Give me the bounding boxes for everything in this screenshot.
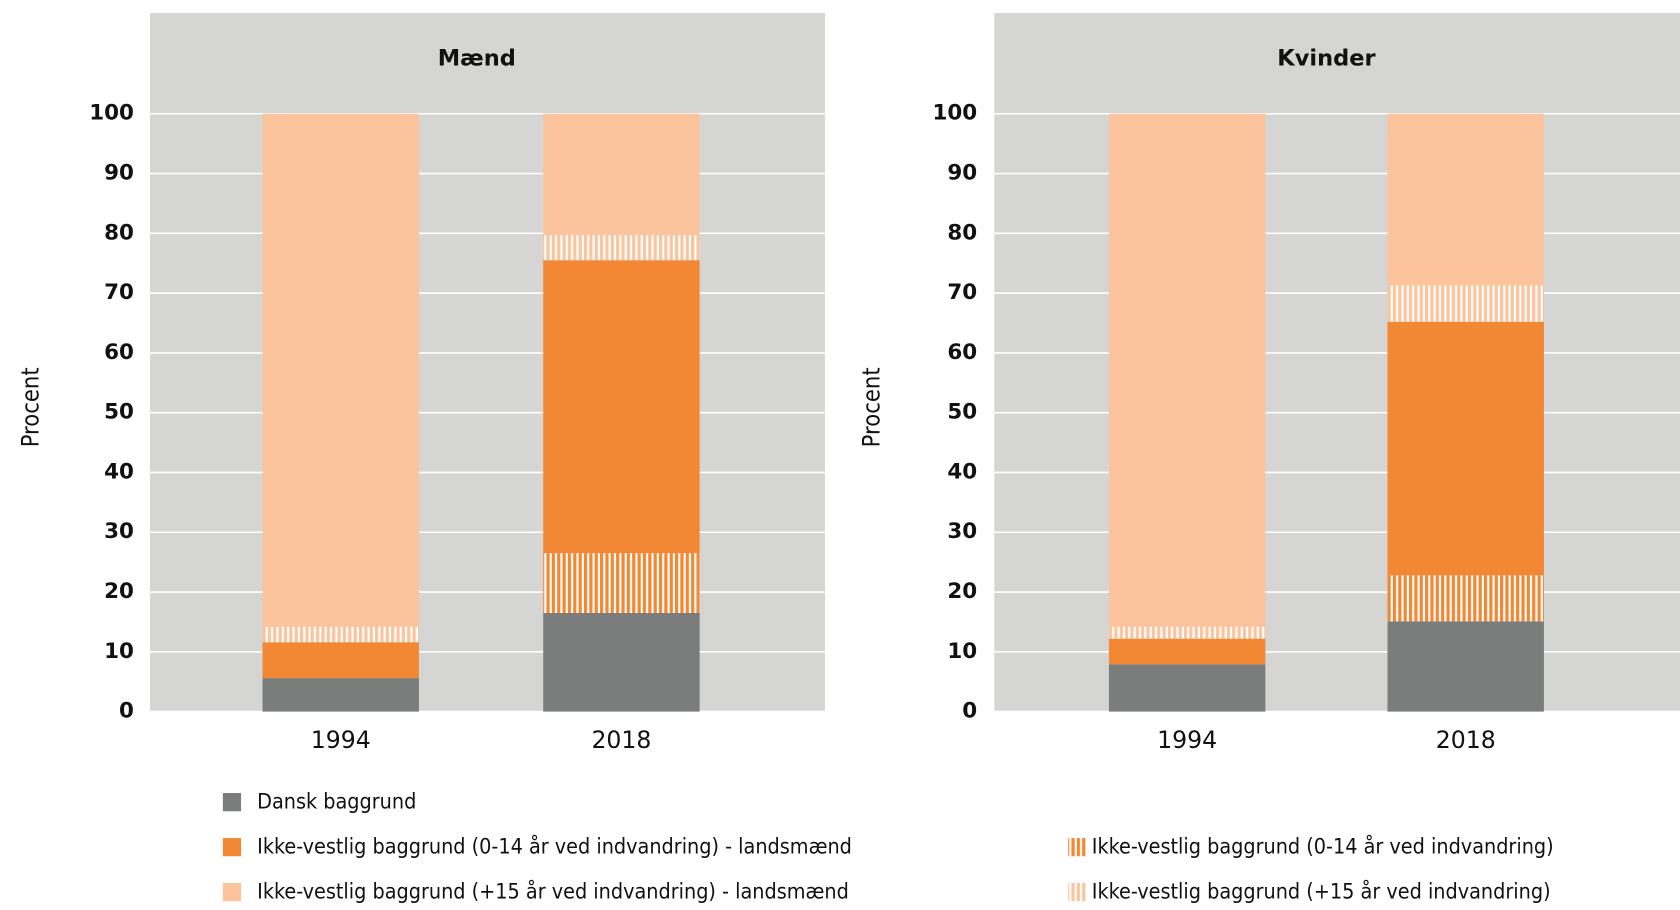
bar-segment xyxy=(1108,638,1266,665)
bar-segment xyxy=(1387,321,1544,576)
legend-swatch xyxy=(1068,838,1087,857)
chart-title: Kvinder xyxy=(1277,46,1376,72)
y-tick-label: 90 xyxy=(947,161,977,186)
y-tick-label: 40 xyxy=(104,459,134,484)
y-tick-label: 0 xyxy=(119,699,134,724)
y-tick-label: 10 xyxy=(947,639,977,664)
bar-segment xyxy=(543,612,700,712)
y-tick-label: 20 xyxy=(947,579,977,604)
legend-swatch xyxy=(222,793,242,812)
y-tick-label: 50 xyxy=(104,400,134,425)
bar-segment xyxy=(1387,285,1544,322)
y-axis-label: Procent xyxy=(858,367,886,447)
x-tick-label: 1994 xyxy=(1157,726,1217,754)
y-tick-label: 60 xyxy=(947,340,977,365)
bar-segment xyxy=(1108,113,1266,627)
y-tick-label: 70 xyxy=(947,280,977,305)
x-tick-label: 1994 xyxy=(311,726,371,754)
legend-label: Ikke-vestlig baggrund (0-14 år ved indva… xyxy=(257,834,852,860)
y-tick-label: 20 xyxy=(104,579,134,604)
y-tick-label: 100 xyxy=(89,101,134,126)
x-tick-label: 2018 xyxy=(591,726,651,754)
bar-segment xyxy=(1387,113,1544,286)
bar-segment xyxy=(262,113,419,627)
bar-segment xyxy=(543,113,700,236)
y-axis-label: Procent xyxy=(17,367,45,447)
y-tick-label: 10 xyxy=(104,639,134,664)
bar-segment xyxy=(543,235,700,261)
bar-segment xyxy=(543,553,700,613)
y-tick-label: 80 xyxy=(104,220,134,245)
legend-label: Ikke-vestlig baggrund (0-14 år ved indva… xyxy=(1092,834,1554,860)
bar-segment xyxy=(1387,621,1544,712)
x-tick-label: 2018 xyxy=(1436,726,1496,754)
bar-segment xyxy=(262,678,419,712)
y-tick-label: 100 xyxy=(932,101,977,126)
y-tick-label: 30 xyxy=(104,519,134,544)
y-tick-label: 50 xyxy=(947,400,977,425)
plot-background xyxy=(994,13,1680,712)
legend-swatch xyxy=(222,883,242,902)
y-tick-label: 70 xyxy=(104,280,134,305)
y-tick-label: 80 xyxy=(947,220,977,245)
legend-swatch xyxy=(222,838,242,857)
bar-segment xyxy=(262,626,419,643)
y-tick-label: 90 xyxy=(104,161,134,186)
legend-swatch xyxy=(1068,883,1087,902)
y-tick-label: 40 xyxy=(947,459,977,484)
bar-segment xyxy=(1108,626,1266,639)
bar-segment xyxy=(1387,575,1544,622)
bar-segment xyxy=(262,642,419,679)
y-tick-label: 60 xyxy=(104,340,134,365)
legend-label: Dansk baggrund xyxy=(257,790,416,815)
chart-title: Mænd xyxy=(438,46,516,72)
plot-background xyxy=(150,13,825,712)
legend-label: Ikke-vestlig baggrund (+15 år ved indvan… xyxy=(1092,879,1551,905)
bar-segment xyxy=(543,260,700,554)
y-tick-label: 0 xyxy=(962,699,977,724)
bar-segment xyxy=(1108,664,1266,712)
y-tick-label: 30 xyxy=(947,519,977,544)
legend-label: Ikke-vestlig baggrund (+15 år ved indvan… xyxy=(257,879,849,905)
